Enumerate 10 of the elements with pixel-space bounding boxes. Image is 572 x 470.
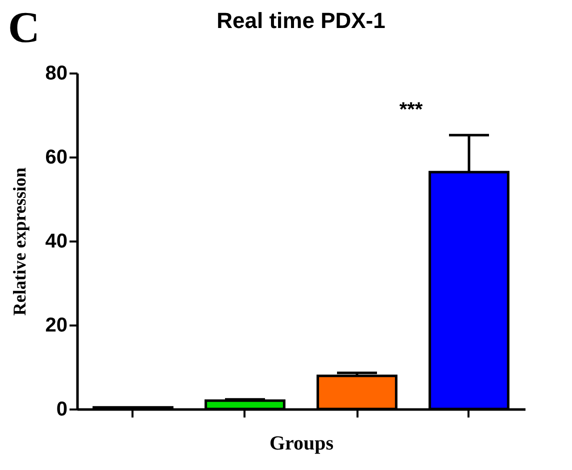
- y-tick-label: 60: [45, 146, 68, 168]
- y-axis-title: Relative expression: [9, 167, 30, 316]
- y-tick-label: 80: [45, 62, 68, 84]
- annotation: ***: [399, 99, 423, 122]
- y-tick-label: 0: [56, 398, 68, 420]
- y-tick-label: 20: [45, 314, 68, 336]
- chart-title: Real time PDX-1: [216, 8, 386, 33]
- text: C: [8, 2, 40, 53]
- x-axis-title: Groups: [269, 432, 334, 454]
- y-tick-label: 40: [45, 230, 68, 252]
